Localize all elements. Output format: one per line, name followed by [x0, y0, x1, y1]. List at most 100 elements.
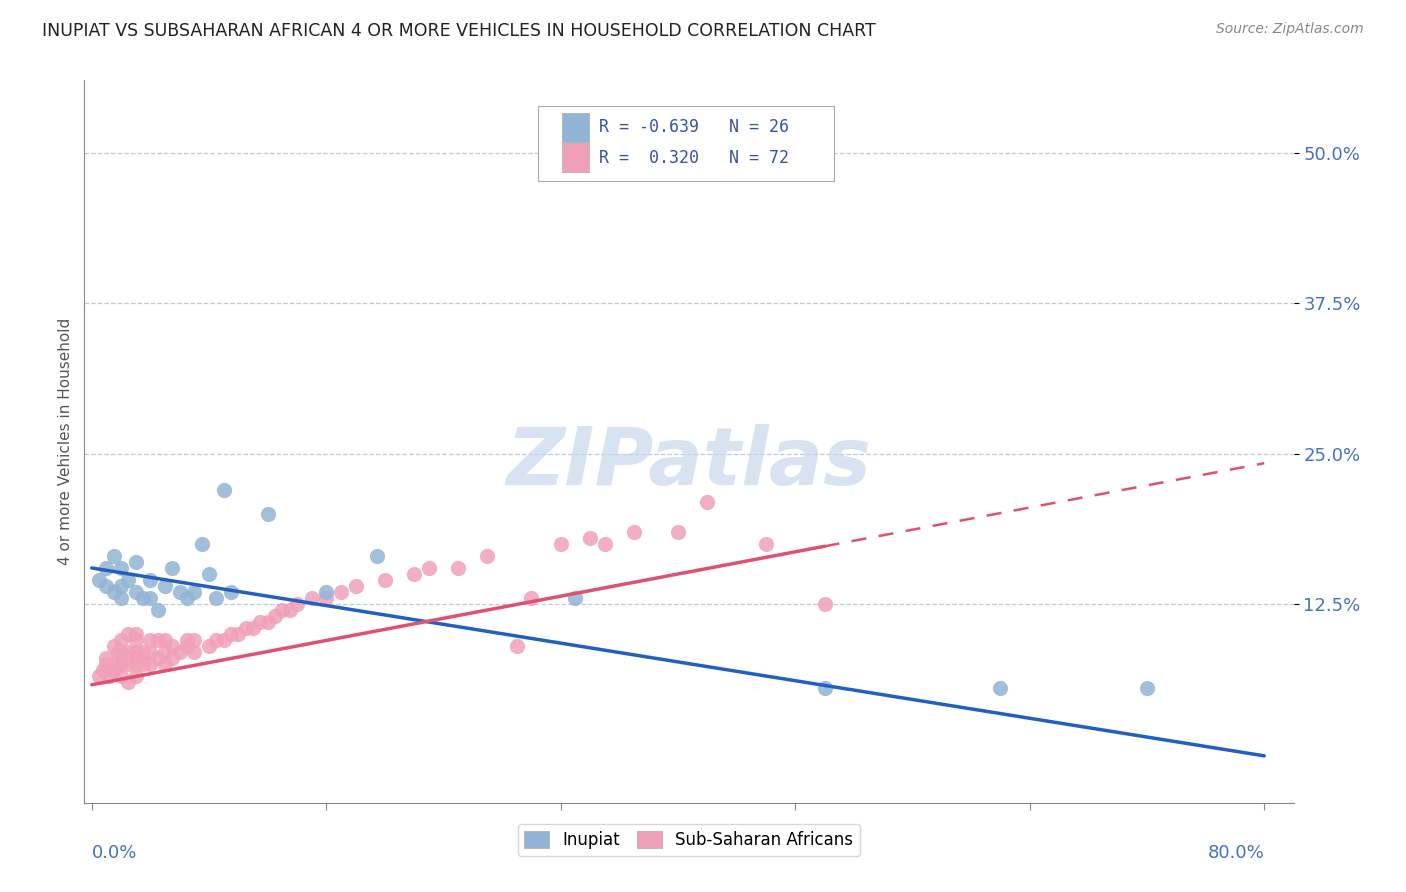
Point: [139, 657, 162, 672]
Point: [176, 639, 198, 653]
Point: [418, 561, 440, 575]
Point: [593, 537, 616, 551]
Point: [256, 507, 278, 521]
Point: [205, 591, 228, 606]
Point: [249, 615, 271, 630]
Point: [696, 494, 718, 508]
Point: [103, 639, 125, 653]
Text: ZIPatlas: ZIPatlas: [506, 425, 872, 502]
Point: [205, 633, 228, 648]
Point: [96, 657, 118, 672]
Point: [212, 633, 235, 648]
Point: [153, 579, 176, 593]
Point: [506, 639, 529, 653]
Point: [315, 585, 337, 599]
Point: [285, 597, 308, 611]
Bar: [562, 143, 589, 172]
Point: [110, 561, 132, 575]
Point: [132, 657, 155, 672]
Point: [666, 524, 689, 539]
Point: [990, 681, 1012, 696]
Point: [278, 603, 301, 617]
Point: [183, 585, 205, 599]
Point: [153, 645, 176, 659]
Point: [110, 633, 132, 648]
Point: [264, 609, 287, 624]
Point: [132, 645, 155, 659]
Point: [124, 651, 146, 665]
Legend: Inupiat, Sub-Saharan Africans: Inupiat, Sub-Saharan Africans: [517, 824, 860, 856]
Text: Source: ZipAtlas.com: Source: ZipAtlas.com: [1216, 22, 1364, 37]
Point: [139, 645, 162, 659]
Point: [98, 669, 121, 683]
Point: [564, 591, 586, 606]
Point: [96, 561, 118, 575]
Point: [374, 573, 396, 587]
Point: [107, 645, 129, 659]
Bar: [562, 112, 589, 142]
Point: [124, 657, 146, 672]
Point: [235, 621, 257, 635]
Point: [623, 524, 645, 539]
Point: [366, 549, 388, 563]
Point: [124, 627, 146, 641]
Point: [162, 651, 184, 665]
Point: [520, 591, 543, 606]
Point: [103, 664, 125, 678]
Point: [146, 633, 169, 648]
Point: [146, 651, 169, 665]
Point: [169, 645, 191, 659]
Point: [153, 633, 176, 648]
Point: [212, 483, 235, 497]
Point: [117, 645, 139, 659]
Point: [153, 657, 176, 672]
Y-axis label: 4 or more Vehicles in Household: 4 or more Vehicles in Household: [58, 318, 73, 566]
Point: [198, 639, 221, 653]
Point: [103, 585, 125, 599]
Point: [226, 627, 249, 641]
Point: [110, 657, 132, 672]
Point: [139, 591, 162, 606]
Point: [146, 603, 169, 617]
Point: [550, 537, 572, 551]
Point: [162, 639, 184, 653]
Text: 80.0%: 80.0%: [1208, 845, 1264, 863]
Point: [124, 555, 146, 569]
Point: [198, 567, 221, 582]
Point: [256, 615, 278, 630]
Point: [124, 585, 146, 599]
Point: [87, 573, 110, 587]
Point: [93, 664, 115, 678]
Point: [124, 645, 146, 659]
Point: [242, 621, 264, 635]
Point: [344, 579, 367, 593]
Point: [447, 561, 470, 575]
Point: [404, 567, 426, 582]
Point: [176, 591, 198, 606]
Point: [301, 591, 323, 606]
Point: [329, 585, 352, 599]
Point: [190, 537, 212, 551]
Point: [315, 591, 337, 606]
Text: 0.0%: 0.0%: [91, 845, 136, 863]
Point: [117, 573, 139, 587]
Point: [271, 603, 294, 617]
Text: R =  0.320   N = 72: R = 0.320 N = 72: [599, 149, 789, 168]
Point: [139, 633, 162, 648]
Point: [124, 669, 146, 683]
Point: [110, 591, 132, 606]
Point: [117, 627, 139, 641]
Point: [176, 633, 198, 648]
Point: [183, 645, 205, 659]
Point: [219, 627, 242, 641]
Point: [103, 657, 125, 672]
Point: [117, 675, 139, 690]
Point: [169, 585, 191, 599]
Point: [96, 579, 118, 593]
Point: [813, 681, 835, 696]
Point: [110, 669, 132, 683]
Point: [1136, 681, 1159, 696]
Point: [124, 633, 146, 648]
Point: [87, 669, 110, 683]
Point: [103, 549, 125, 563]
